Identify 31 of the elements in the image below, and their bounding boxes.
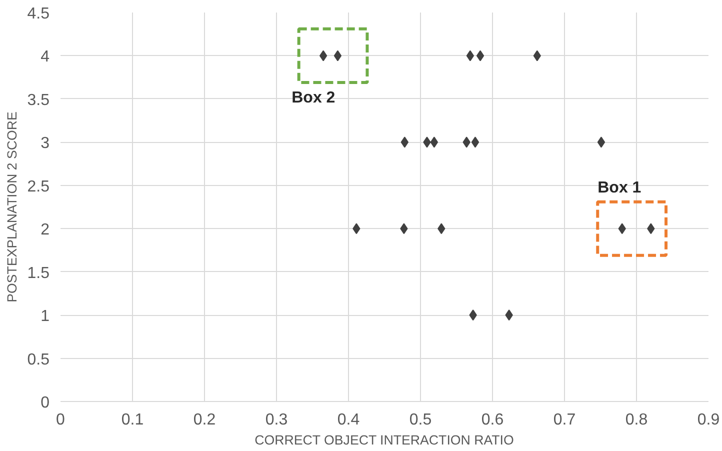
x-tick-label: 0 — [56, 412, 66, 428]
x-tick-label: 0.5 — [409, 412, 432, 428]
point — [471, 136, 480, 148]
y-tick-label: 3 — [40, 135, 50, 152]
y-tick-label: 1.5 — [27, 264, 50, 282]
annotation: Box 1 — [598, 180, 642, 197]
y-tick-label: 1 — [40, 308, 50, 326]
point — [597, 136, 606, 148]
x-tick-label: 0.6 — [481, 412, 504, 428]
y-axis-title: POSTEXPLANATION 2 SCORE — [4, 111, 20, 302]
x-tick-label: 0.7 — [553, 412, 576, 428]
x-tick-label: 0.9 — [697, 412, 720, 428]
y-tick-label: 3.5 — [27, 92, 50, 109]
x-tick-label: 0.8 — [625, 412, 648, 428]
y-tick-label: 0.5 — [27, 351, 50, 368]
y-tick-label: 2 — [40, 222, 50, 239]
x-tick-label: 0.2 — [193, 412, 216, 428]
point — [476, 50, 484, 62]
annotation: Box 2 — [292, 89, 336, 106]
x-tick-label: 0.1 — [121, 412, 144, 428]
x-tick-label: 0.4 — [337, 412, 360, 428]
point — [334, 50, 342, 62]
point — [466, 50, 474, 62]
point — [319, 50, 328, 62]
x-axis-title: CORRECT OBJECT INTERACTION RATIO — [254, 432, 514, 448]
y-tick-label: 4 — [40, 48, 50, 66]
y-tick-label: 2.5 — [27, 178, 50, 196]
y-tick-label: 0 — [40, 394, 50, 412]
point — [430, 136, 438, 148]
y-tick-label: 4.5 — [27, 6, 50, 22]
x-tick-label: 0.3 — [265, 412, 288, 428]
